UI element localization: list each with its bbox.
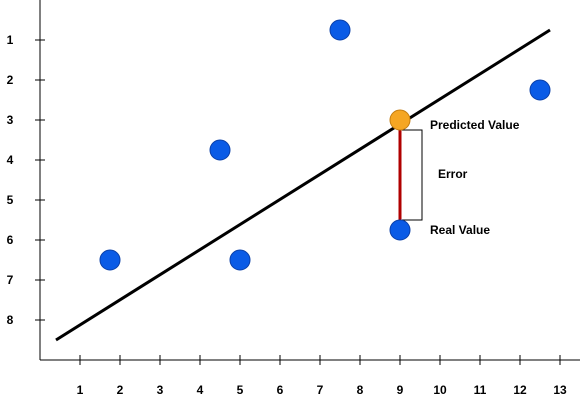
x-tick-label: 8 bbox=[357, 383, 364, 397]
data-point bbox=[329, 19, 351, 41]
x-tick-label: 10 bbox=[433, 383, 447, 397]
y-tick-label: 7 bbox=[7, 273, 14, 287]
y-tick-label: 5 bbox=[7, 193, 14, 207]
x-tick-label: 7 bbox=[317, 383, 324, 397]
real-value-label: Real Value bbox=[430, 223, 490, 237]
data-point bbox=[99, 249, 121, 271]
regression-line-layer bbox=[55, 28, 551, 342]
x-tick-label: 9 bbox=[397, 383, 404, 397]
error-layer bbox=[398, 120, 423, 230]
error-bracket bbox=[402, 129, 423, 221]
x-tick-label: 6 bbox=[277, 383, 284, 397]
annotation-layer: Predicted Value Error Real Value bbox=[430, 118, 520, 237]
x-tick-label: 12 bbox=[513, 383, 527, 397]
y-tick-label: 6 bbox=[7, 233, 14, 247]
data-point bbox=[529, 79, 551, 101]
y-tick-label: 1 bbox=[7, 33, 14, 47]
data-point bbox=[389, 219, 411, 241]
error-label: Error bbox=[438, 167, 468, 181]
x-tick-label: 3 bbox=[157, 383, 164, 397]
y-tick-label: 8 bbox=[7, 313, 14, 327]
x-tick-label: 11 bbox=[474, 383, 487, 397]
regression-line bbox=[55, 28, 551, 342]
x-tick-label: 13 bbox=[553, 383, 567, 397]
x-tick-label: 1 bbox=[77, 383, 84, 397]
x-tick-label: 2 bbox=[117, 383, 124, 397]
x-tick-label: 5 bbox=[237, 383, 244, 397]
predicted-point bbox=[389, 109, 411, 131]
y-tick-label: 4 bbox=[7, 153, 14, 167]
y-tick-label: 2 bbox=[7, 73, 14, 87]
points-layer bbox=[99, 19, 551, 271]
data-point bbox=[209, 139, 231, 161]
data-point bbox=[229, 249, 251, 271]
predicted-value-label: Predicted Value bbox=[430, 118, 520, 132]
y-tick-label: 3 bbox=[7, 113, 14, 127]
x-tick-label: 4 bbox=[197, 383, 204, 397]
